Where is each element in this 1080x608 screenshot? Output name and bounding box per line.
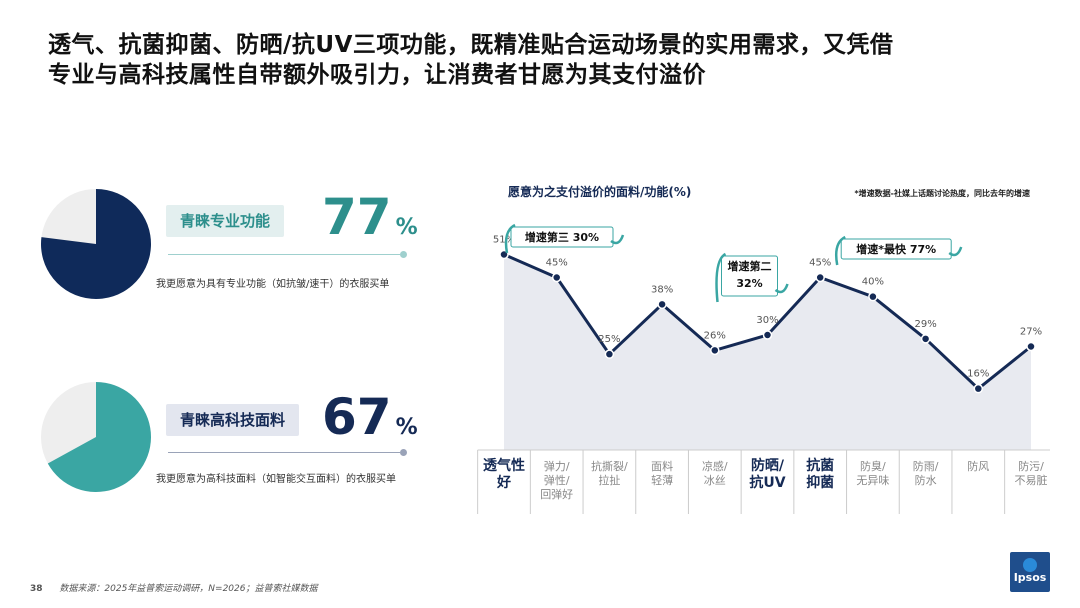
- x-tick-label: 面料: [651, 459, 673, 473]
- growth-arrow-icon: [504, 223, 516, 254]
- points-layer: [499, 249, 1036, 394]
- divider-professional: [168, 254, 400, 255]
- x-tick-label: 防风: [967, 459, 989, 473]
- stat-value-tech: 67%: [322, 392, 418, 453]
- x-tick-label: 无异味: [856, 474, 889, 487]
- data-point: [762, 330, 773, 340]
- divider-tech: [168, 452, 400, 453]
- pie-slice: [40, 189, 151, 299]
- divider-dot: [400, 449, 407, 456]
- data-label: 29%: [914, 319, 936, 330]
- data-point: [604, 349, 615, 359]
- x-tick-label: 弹性/: [544, 473, 570, 487]
- pie-chart-professional: [40, 189, 151, 299]
- x-tick-label: 防臭/: [860, 459, 886, 473]
- x-tick-label: 抗撕裂/: [591, 459, 628, 473]
- pie-chart-tech: [41, 382, 151, 492]
- data-point: [973, 383, 984, 394]
- x-tick-label: 抗UV: [749, 474, 785, 491]
- x-tick-label: 防污/: [1018, 459, 1044, 473]
- value-labels: 51% 45% 25% 38% 26% 30% 45% 40% 29% 16% 27%: [493, 235, 1042, 380]
- area-fill: [504, 254, 1031, 450]
- data-point: [657, 299, 667, 310]
- title-line-1: 透气、抗菌抑菌、防晒/抗UV三项功能，既精准贴合运动场景的实用需求，又凭借: [48, 32, 894, 58]
- premium-line-chart: 愿意为之支付溢价的面料/功能(%) *增速数据-社媒上话题讨论热度，同比去年的增…: [477, 184, 1050, 514]
- stat-desc-tech: 我更愿意为高科技面料（如智能交互面料）的衣服买单: [156, 474, 396, 485]
- stat-unit: %: [395, 415, 418, 440]
- source-note: 数据来源：2025年益普索运动调研，N=2026；益普索社媒数据: [59, 584, 318, 594]
- annotations-layer: 增速第三 30% 增速第二 32% 增速*最快 77%: [504, 223, 963, 303]
- data-label: 51%: [493, 235, 515, 246]
- growth-arrow-icon: [774, 283, 789, 294]
- growth-callout-text: 增速第三 30%: [525, 230, 599, 244]
- stat-number: 77: [322, 188, 392, 246]
- data-label: 45%: [546, 258, 568, 269]
- growth-arrow-icon: [715, 252, 727, 303]
- page-number: 38: [30, 584, 43, 594]
- x-tick-label: 弹力/: [544, 459, 570, 473]
- growth-arrow-icon: [834, 235, 846, 266]
- area-layer: [504, 254, 1031, 450]
- divider-dot: [400, 251, 407, 258]
- category-gridlines: [477, 449, 1050, 514]
- stat-value-professional: 77%: [322, 192, 418, 253]
- stat-label-professional: 青睐专业功能: [166, 205, 285, 237]
- growth-callout-box: [721, 255, 778, 297]
- x-tick-label: 透气性: [483, 457, 525, 474]
- growth-callout-box: [510, 226, 614, 248]
- chart-title: 愿意为之支付溢价的面料/功能(%): [508, 184, 691, 199]
- data-label: 45%: [809, 258, 831, 269]
- footer: 38 数据来源：2025年益普索运动调研，N=2026；益普索社媒数据: [30, 581, 318, 594]
- data-point: [551, 272, 562, 283]
- data-point: [920, 334, 931, 344]
- x-tick-label: 防晒/: [751, 457, 785, 474]
- x-tick-label: 防水: [915, 473, 937, 487]
- data-label: 40%: [862, 277, 884, 288]
- growth-callout-text: 增速第二: [728, 259, 772, 273]
- stat-label-tech: 青睐高科技面料: [166, 404, 300, 436]
- x-tick-label: 回弹好: [540, 487, 573, 501]
- growth-callout-text: 32%: [736, 277, 762, 290]
- x-tick-label: 防雨/: [913, 459, 939, 473]
- data-label: 16%: [967, 369, 989, 380]
- x-tick-label: 不易脏: [1015, 474, 1048, 487]
- x-tick-label: 拉扯: [598, 473, 620, 487]
- data-label: 25%: [598, 334, 620, 345]
- growth-callout-text: 增速*最快 77%: [856, 242, 936, 256]
- stat-unit: %: [395, 215, 418, 240]
- growth-arrow-icon: [948, 246, 963, 257]
- ipsos-logo: Ipsos: [1010, 552, 1050, 592]
- data-point: [815, 272, 825, 283]
- title-line-2: 专业与高科技属性自带额外吸引力，让消费者甘愿为其支付溢价: [48, 62, 706, 88]
- growth-callout-box: [840, 238, 952, 260]
- x-tick-label: 抑菌: [806, 474, 834, 491]
- data-point: [710, 345, 720, 356]
- data-label: 26%: [704, 330, 726, 341]
- page-title: 透气、抗菌抑菌、防晒/抗UV三项功能，既精准贴合运动场景的实用需求，又凭借 专业…: [48, 30, 1048, 90]
- data-label: 38%: [651, 284, 673, 295]
- x-tick-label: 凉感/: [702, 459, 728, 473]
- data-label: 27%: [1020, 327, 1042, 338]
- growth-arrow-icon: [610, 234, 625, 245]
- x-tick-label: 冰丝: [704, 474, 726, 487]
- pie-slice: [47, 382, 151, 492]
- data-point: [1026, 341, 1036, 352]
- chart-note: *增速数据-社媒上话题讨论热度，同比去年的增速: [854, 188, 1030, 198]
- x-tick-label: 抗菌: [806, 457, 834, 474]
- x-tick-label: 好: [496, 474, 511, 491]
- x-tick-label: 轻薄: [651, 473, 673, 487]
- data-point: [868, 291, 878, 302]
- stat-desc-professional: 我更愿意为具有专业功能（如抗皱/速干）的衣服买单: [156, 279, 390, 290]
- stat-number: 67: [322, 388, 392, 446]
- data-label: 30%: [756, 315, 778, 326]
